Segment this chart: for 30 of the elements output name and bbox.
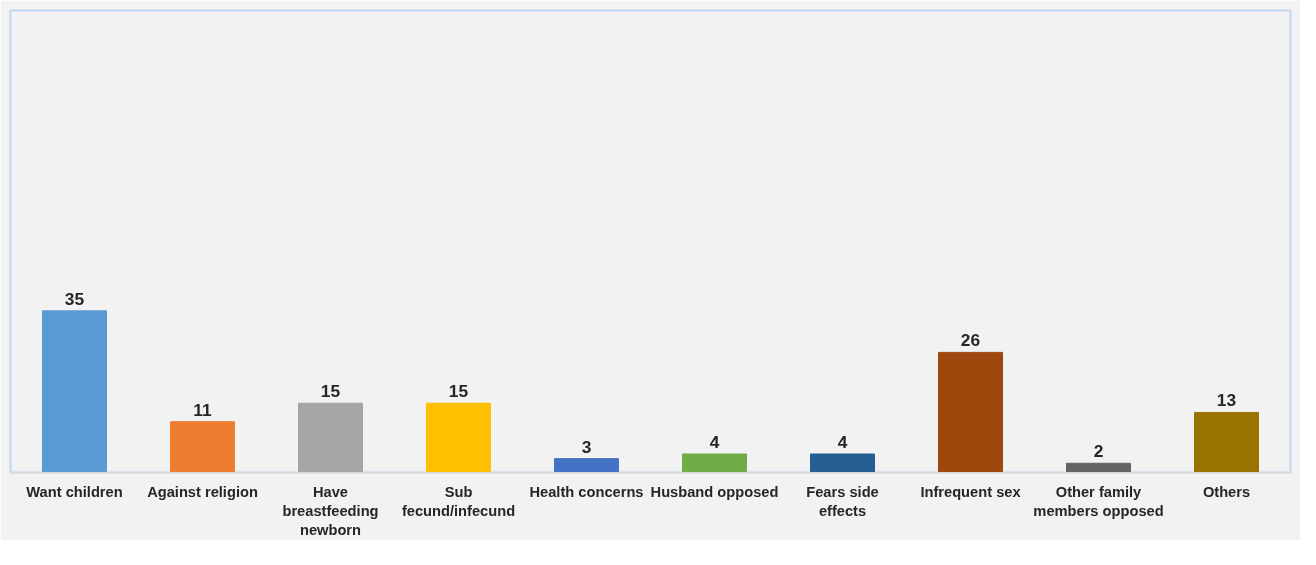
x-tick-label: Want children <box>26 483 123 500</box>
x-tick-label: Health concerns <box>529 483 644 500</box>
x-tick-label: Infrequent sex <box>920 483 1022 500</box>
data-label: 26 <box>960 330 981 351</box>
data-label: 11 <box>193 399 213 420</box>
x-tick-label: Others <box>1202 483 1251 500</box>
data-label: 2 <box>1093 441 1104 462</box>
x-tick-label: Against religion <box>147 483 258 500</box>
x-tick-label: Other family members opposed <box>1033 483 1164 519</box>
data-label: 4 <box>837 432 848 453</box>
bar <box>1066 462 1131 473</box>
bar <box>554 458 619 473</box>
bar <box>682 453 747 473</box>
x-tick-label: Sub fecund/infecund <box>401 483 516 519</box>
data-label: 3 <box>581 436 592 457</box>
bar <box>298 402 363 473</box>
x-tick-label: Husband opposed <box>650 483 779 500</box>
bar <box>42 310 107 473</box>
bar <box>810 453 875 473</box>
bar <box>938 351 1003 473</box>
data-label: 13 <box>1216 390 1237 411</box>
data-label: 15 <box>320 381 341 402</box>
data-label: 4 <box>709 432 720 453</box>
bar <box>170 421 235 473</box>
x-tick-label: Have breastfeeding newborn <box>282 483 379 538</box>
bar <box>426 402 491 473</box>
x-tick-label: Fears side effects <box>806 483 879 519</box>
bar <box>1194 411 1259 473</box>
data-label: 15 <box>448 381 469 402</box>
data-label: 35 <box>64 288 85 309</box>
